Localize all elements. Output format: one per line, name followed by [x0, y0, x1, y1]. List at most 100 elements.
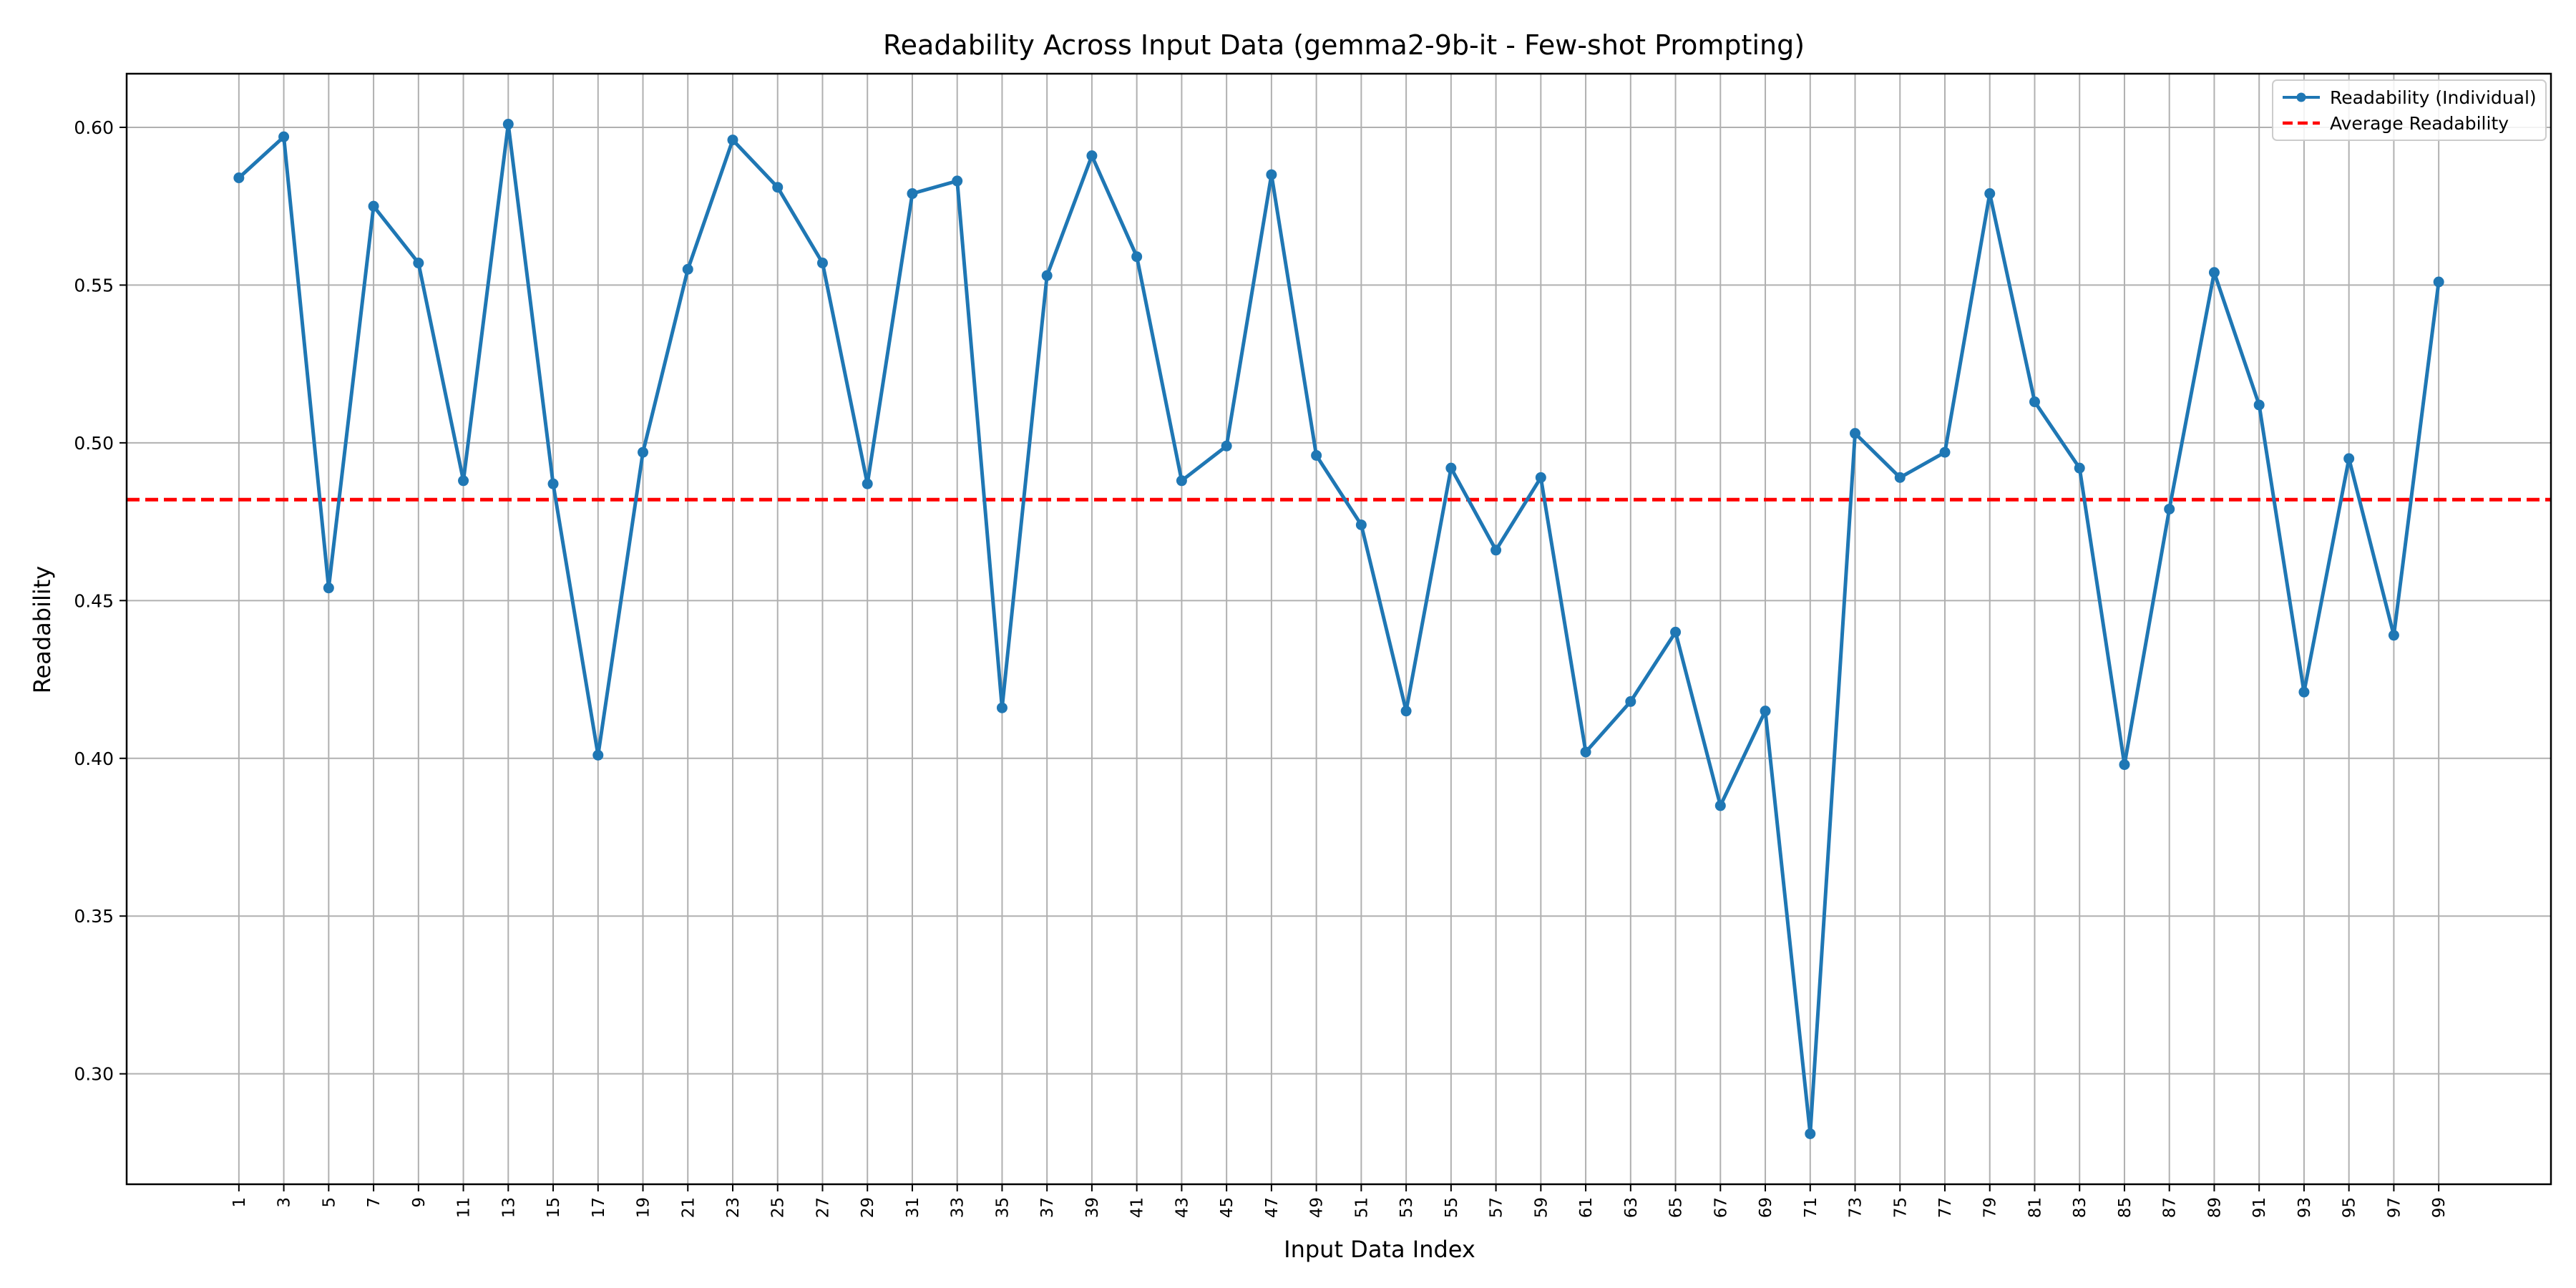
data-point — [1984, 188, 1996, 200]
data-point — [1176, 475, 1187, 487]
x-tick-label: 19 — [635, 1197, 653, 1218]
y-tick-label: 0.50 — [74, 433, 114, 454]
x-tick-label: 97 — [2385, 1197, 2404, 1218]
data-point — [1714, 800, 1726, 811]
data-point — [2388, 630, 2399, 641]
x-tick-label: 59 — [1532, 1197, 1551, 1218]
x-tick-label: 45 — [1218, 1197, 1236, 1218]
data-point — [2433, 276, 2444, 288]
y-axis-ticks: 0.30 0.35 0.40 0.45 0.50 0.55 0.60 — [74, 117, 127, 1085]
x-tick-label: 47 — [1263, 1197, 1282, 1218]
data-point — [638, 447, 649, 458]
legend-label-average: Average Readability — [2330, 113, 2509, 134]
data-point — [1760, 706, 1771, 717]
x-tick-label: 15 — [545, 1197, 563, 1218]
x-tick-label: 33 — [949, 1197, 967, 1218]
x-tick-label: 83 — [2071, 1197, 2089, 1218]
x-tick-label: 21 — [679, 1197, 698, 1218]
data-point — [1311, 450, 1322, 461]
series-layer — [233, 119, 2444, 1139]
y-tick-label: 0.40 — [74, 748, 114, 769]
data-point — [2074, 462, 2085, 474]
data-point — [2119, 759, 2130, 771]
data-point — [2298, 686, 2310, 698]
y-tick-label: 0.60 — [74, 117, 114, 138]
data-point — [727, 135, 738, 146]
x-tick-label: 13 — [499, 1197, 518, 1218]
data-point — [1850, 428, 1861, 439]
x-tick-label: 87 — [2161, 1197, 2180, 1218]
y-tick-label: 0.30 — [74, 1064, 114, 1085]
data-point — [996, 702, 1008, 713]
x-tick-label: 37 — [1038, 1197, 1057, 1218]
x-tick-label: 73 — [1847, 1197, 1865, 1218]
data-point — [278, 131, 290, 142]
x-tick-label: 65 — [1667, 1197, 1686, 1218]
x-tick-label: 55 — [1443, 1197, 1461, 1218]
x-tick-label: 79 — [1981, 1197, 2000, 1218]
x-tick-label: 41 — [1128, 1197, 1147, 1218]
x-tick-label: 61 — [1577, 1197, 1596, 1218]
readability-series-line — [238, 122, 2441, 1136]
x-tick-label: 69 — [1757, 1197, 1775, 1218]
data-point — [323, 582, 334, 594]
data-point — [816, 258, 828, 269]
legend-marker-individual — [2296, 92, 2306, 102]
x-tick-label: 43 — [1173, 1197, 1191, 1218]
data-point — [952, 175, 963, 187]
x-tick-label: 11 — [455, 1197, 474, 1218]
data-point — [907, 188, 918, 200]
y-tick-label: 0.35 — [74, 906, 114, 927]
data-point — [458, 475, 469, 487]
x-tick-label: 67 — [1712, 1197, 1730, 1218]
x-tick-label: 53 — [1397, 1197, 1416, 1218]
x-axis-label: Input Data Index — [1284, 1236, 1475, 1263]
legend: Readability (Individual) Average Readabi… — [2272, 79, 2547, 141]
x-tick-label: 77 — [1936, 1197, 1955, 1218]
x-tick-label: 27 — [814, 1197, 832, 1218]
data-point — [1355, 519, 1367, 530]
data-point — [1266, 169, 1277, 180]
legend-label-individual: Readability (Individual) — [2330, 87, 2537, 108]
x-tick-label: 39 — [1083, 1197, 1102, 1218]
x-tick-label: 3 — [275, 1197, 294, 1208]
y-tick-label: 0.55 — [74, 275, 114, 296]
x-tick-label: 75 — [1891, 1197, 1910, 1218]
data-point — [1131, 251, 1143, 263]
data-point — [1221, 440, 1232, 452]
x-tick-label: 85 — [2116, 1197, 2135, 1218]
plot-frame — [125, 72, 2552, 1186]
x-tick-label: 5 — [320, 1197, 338, 1208]
x-tick-label: 81 — [2026, 1197, 2044, 1218]
data-point — [1086, 150, 1098, 162]
data-point — [1535, 472, 1546, 483]
data-point — [2208, 267, 2220, 278]
data-point — [1400, 706, 1412, 717]
data-point — [1939, 447, 1951, 458]
x-tick-label: 89 — [2205, 1197, 2224, 1218]
data-point — [2253, 399, 2265, 411]
data-point — [772, 182, 784, 193]
x-tick-label: 71 — [1802, 1197, 1820, 1218]
data-point — [1580, 746, 1591, 758]
x-tick-label: 95 — [2341, 1197, 2359, 1218]
data-point — [502, 119, 514, 130]
data-point — [2343, 453, 2355, 464]
y-axis-label: Readability — [29, 566, 56, 693]
data-point — [1670, 626, 1682, 638]
data-point — [1625, 696, 1636, 707]
x-tick-label: 25 — [769, 1197, 788, 1218]
data-point — [2029, 396, 2040, 408]
data-point — [1894, 472, 1906, 483]
x-tick-label: 91 — [2250, 1197, 2269, 1218]
y-tick-label: 0.45 — [74, 590, 114, 611]
x-tick-label: 23 — [724, 1197, 743, 1218]
x-tick-label: 9 — [410, 1197, 429, 1208]
data-point — [413, 258, 424, 269]
gridlines — [127, 74, 2551, 1184]
data-point — [1041, 270, 1053, 281]
data-point — [2164, 503, 2175, 514]
data-point — [862, 478, 873, 489]
chart-title: Readability Across Input Data (gemma2-9b… — [883, 29, 1805, 61]
